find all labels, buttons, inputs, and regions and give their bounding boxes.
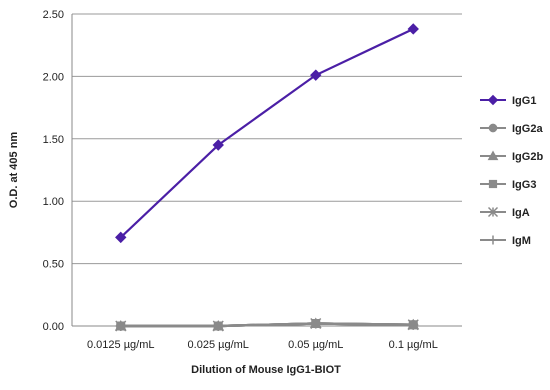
legend-label: IgG2b	[512, 151, 543, 163]
legend-marker	[488, 179, 498, 189]
legend-marker	[487, 150, 499, 161]
y-tick-label: 1.00	[43, 196, 64, 208]
legend-item-igm: IgM	[480, 235, 531, 247]
legend-marker	[487, 206, 499, 218]
series-igg2a	[116, 318, 418, 331]
data-point	[213, 321, 223, 331]
y-tick-label: 2.50	[43, 9, 64, 21]
legend: IgG1 IgG2a IgG2b IgG3 IgA IgM	[480, 94, 543, 247]
x-axis-label: Dilution of Mouse IgG1-BIOT	[191, 364, 341, 376]
y-axis-label: O.D. at 405 nm	[8, 132, 20, 209]
y-tick-label: 0.50	[43, 259, 64, 271]
data-point	[408, 320, 418, 330]
legend-item-igg2b: IgG2b	[480, 150, 543, 163]
legend-marker	[488, 235, 498, 245]
x-tick-label: 0.025 µg/mL	[188, 339, 249, 351]
axes: 0.00 0.50 1.00 1.50 2.00 2.50 0.0125 µg/mL 0.02…	[43, 9, 462, 351]
series-line	[119, 27, 414, 239]
legend-item-igg2a: IgG2a	[480, 123, 543, 135]
data-point	[311, 318, 321, 329]
data-point	[407, 23, 419, 35]
x-tick-label: 0.1 µg/mL	[389, 339, 438, 351]
gridlines	[72, 13, 462, 265]
y-tick-label: 2.00	[43, 71, 64, 83]
x-tick-label: 0.0125 µg/mL	[87, 339, 155, 351]
x-tick-label: 0.05 µg/mL	[288, 339, 343, 351]
data-point	[310, 69, 322, 81]
series-igg1	[115, 23, 419, 244]
legend-marker	[487, 94, 499, 106]
series	[114, 23, 420, 332]
legend-label: IgM	[512, 235, 531, 247]
legend-label: IgG2a	[512, 123, 543, 135]
data-point	[212, 139, 224, 151]
y-tick-label: 1.50	[43, 134, 64, 146]
legend-label: IgG3	[512, 179, 536, 191]
legend-label: IgG1	[512, 95, 536, 107]
legend-item-igg3: IgG3	[480, 179, 536, 191]
legend-item-iga: IgA	[480, 206, 530, 219]
data-point	[115, 231, 127, 244]
y-tick-label: 0.00	[43, 321, 64, 333]
data-point	[116, 321, 126, 331]
legend-marker	[488, 123, 498, 133]
series-line	[120, 322, 414, 328]
legend-label: IgA	[512, 207, 530, 219]
legend-item-igg1: IgG1	[480, 94, 536, 107]
